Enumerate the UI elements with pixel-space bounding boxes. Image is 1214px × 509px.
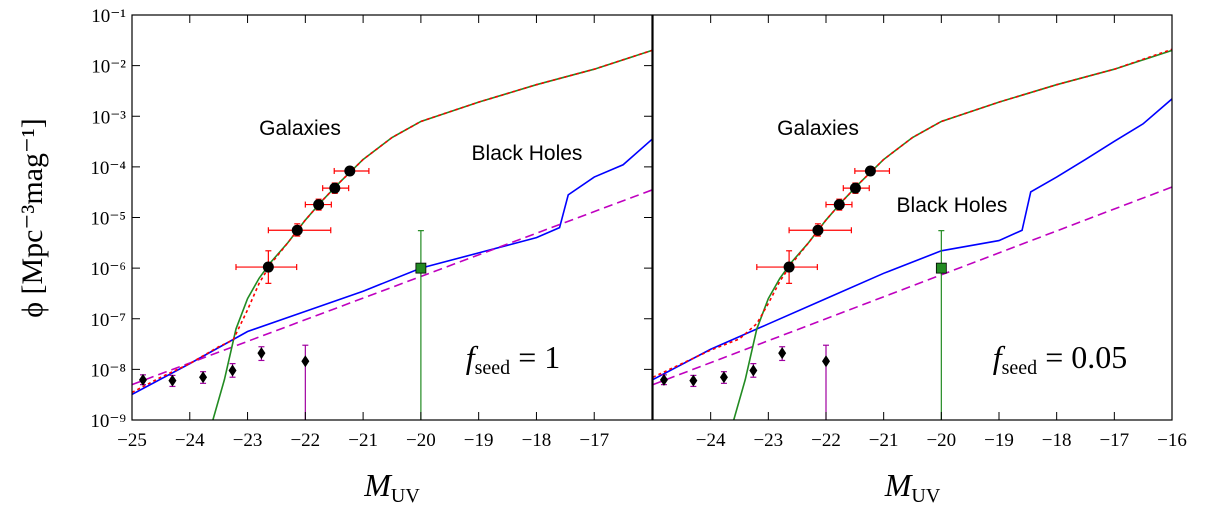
data-point — [812, 224, 824, 236]
data-point — [329, 182, 341, 194]
x-axis-label: MUV — [363, 467, 420, 507]
data-point — [257, 347, 266, 360]
y-tick-label: 10⁻⁶ — [90, 259, 126, 280]
seed-label-value: = 1 — [510, 339, 560, 375]
annotation: Black Holes — [472, 142, 583, 165]
axes-frame — [131, 14, 653, 421]
seed-label-sub: seed — [475, 357, 511, 379]
y-tick-label: 10⁻² — [91, 57, 126, 78]
seed-label-sub: seed — [1002, 357, 1038, 379]
series-line — [653, 98, 1172, 381]
data-point — [849, 182, 861, 194]
data-point — [822, 355, 830, 368]
seed-label: fseed = 0.05 — [993, 339, 1127, 379]
panel: −25 −24 −23 −22 −21 −20 −19 −18 −17 10⁻⁹ 10⁻⁸ 10⁻⁷ 1… — [16, 6, 653, 507]
x-tick-label: −21 — [348, 430, 378, 451]
data-point — [783, 261, 795, 273]
x-axis-label-main: M — [884, 467, 914, 503]
annotation: Galaxies — [777, 117, 859, 140]
data-point — [138, 373, 147, 386]
y-tick-label: 10⁻⁵ — [90, 209, 126, 230]
x-axis-label-sub: UV — [391, 485, 420, 507]
series-line — [653, 48, 1172, 378]
annotation: Galaxies — [259, 117, 341, 140]
axes-frame — [652, 14, 1173, 421]
x-tick-label: −22 — [290, 430, 320, 451]
series-line — [212, 49, 652, 420]
x-tick-label: −19 — [984, 430, 1014, 451]
seed-label: fseed = 1 — [466, 339, 560, 379]
data-point — [344, 165, 356, 177]
data-point — [415, 262, 427, 274]
data-point — [778, 347, 787, 360]
data-point — [935, 262, 947, 274]
data-point — [689, 374, 698, 387]
series-line — [653, 186, 1172, 386]
series-line — [132, 49, 652, 394]
data-point — [833, 199, 845, 211]
x-tick-label: −16 — [1157, 430, 1187, 451]
x-tick-label: −24 — [696, 430, 726, 451]
x-axis-label-sub: UV — [911, 485, 940, 507]
x-tick-label: −21 — [869, 430, 899, 451]
y-tick-label: 10⁻⁴ — [90, 158, 126, 179]
data-point — [301, 355, 310, 368]
x-tick-label: −18 — [1042, 430, 1072, 451]
x-tick-label: −23 — [233, 430, 263, 451]
data-point — [313, 199, 325, 211]
y-tick-label: 10⁻³ — [91, 107, 126, 128]
data-point — [228, 364, 237, 377]
x-axis-label-main: M — [363, 467, 393, 503]
data-point — [719, 371, 728, 384]
data-point — [199, 371, 208, 384]
series-line — [132, 138, 652, 396]
data-point — [168, 374, 177, 387]
x-tick-label: −22 — [811, 430, 841, 451]
panel: −24 −23 −22 −21 −20 −19 −18 −17 −16 MUV Galaxies Bl… — [652, 14, 1187, 507]
plot-area — [132, 49, 652, 420]
annotation: Black Holes — [897, 194, 1008, 217]
data-point — [291, 224, 303, 236]
x-tick-label: −17 — [579, 430, 609, 451]
data-point — [864, 165, 876, 177]
seed-label-value: = 0.05 — [1037, 339, 1127, 375]
data-point — [659, 373, 668, 386]
y-tick-label: 10⁻⁸ — [90, 360, 126, 381]
y-tick-label: 10⁻¹ — [91, 6, 126, 27]
y-tick-label: 10⁻⁹ — [90, 411, 126, 432]
y-axis-label: ϕ [Mpc⁻³mag⁻¹] — [16, 118, 49, 318]
x-tick-label: −25 — [117, 430, 147, 451]
x-tick-label: −20 — [926, 430, 956, 451]
series-line — [132, 189, 652, 386]
x-tick-label: −23 — [753, 430, 783, 451]
x-axis-label: MUV — [884, 467, 941, 507]
x-tick-label: −19 — [464, 430, 494, 451]
x-tick-label: −24 — [175, 430, 205, 451]
x-tick-label: −18 — [522, 430, 552, 451]
x-tick-label: −17 — [1099, 430, 1129, 451]
data-point — [749, 364, 758, 377]
plot-area — [653, 48, 1172, 420]
data-point — [262, 261, 274, 273]
x-tick-label: −20 — [406, 430, 436, 451]
y-tick-label: 10⁻⁷ — [90, 310, 126, 331]
